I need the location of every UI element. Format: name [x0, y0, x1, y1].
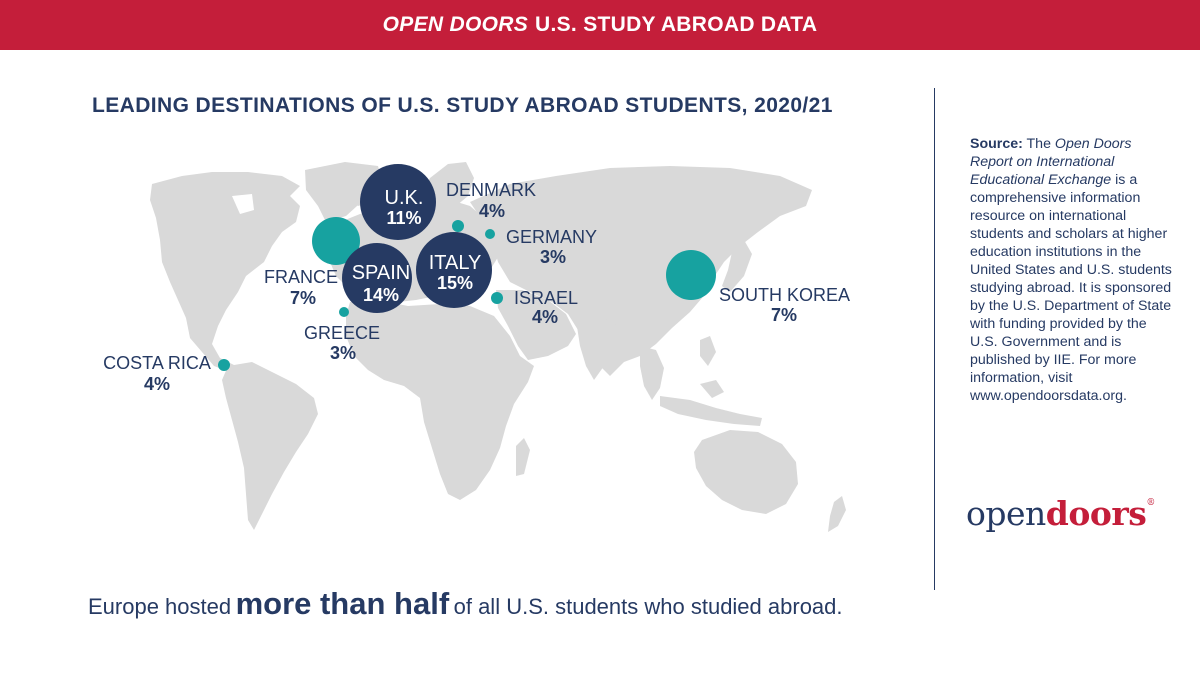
asia-shape [470, 166, 812, 376]
spain-country-label: SPAIN [352, 262, 411, 284]
chart-title: LEADING DESTINATIONS OF U.S. STUDY ABROA… [92, 94, 833, 117]
south-america-shape [222, 362, 318, 530]
source-body: is a comprehensive information resource … [970, 172, 1172, 404]
headline-emphasis: more than half [235, 586, 450, 621]
germany-country-label: GERMANY [506, 227, 597, 247]
headline-post: of all U.S. students who studied abroad. [453, 594, 843, 619]
dot-israel [491, 292, 503, 304]
north-america-shape [150, 172, 300, 372]
italy-country-label: ITALY [429, 252, 482, 274]
israel-country-label: ISRAEL [514, 288, 578, 308]
headline: Europe hosted more than half of all U.S.… [88, 586, 843, 622]
greenland-shape [305, 162, 382, 222]
bubble-south-korea [666, 250, 716, 300]
japan-shape [722, 240, 752, 292]
bubble-italy [416, 232, 492, 308]
dot-germany [485, 229, 495, 239]
logo-open: open [966, 494, 1046, 533]
banner-italic: OPEN DOORS [382, 13, 529, 36]
source-note: Source: The Open Doors Report on Interna… [970, 135, 1175, 405]
germany-value-label: 3% [540, 247, 566, 267]
opendoors-logo: opendoors® [966, 494, 1155, 533]
bubble-uk [360, 164, 436, 240]
south-korea-value-label: 7% [771, 305, 797, 325]
france-value-label: 7% [290, 288, 316, 308]
registered-mark: ® [1146, 498, 1155, 508]
south-korea-country-label: SOUTH KOREA [719, 285, 850, 305]
uk-value-label: 11% [386, 208, 421, 228]
dot-costa-rica [218, 359, 230, 371]
source-report-title: Open Doors Report on International Educa… [970, 136, 1132, 188]
australia-shape [694, 430, 798, 514]
france-country-label: FRANCE [264, 267, 338, 287]
uk-country-label: U.K. [385, 187, 424, 209]
africa-shape [346, 300, 534, 500]
costa-rica-value-label: 4% [144, 374, 170, 394]
israel-value-label: 4% [532, 307, 558, 327]
middle-east-shape [496, 290, 576, 360]
source-label: Source: [970, 136, 1023, 152]
greece-value-label: 3% [330, 343, 356, 363]
bubbles [218, 164, 716, 371]
banner-text: U.S. STUDY ABROAD DATA [535, 13, 818, 36]
india-shape [576, 316, 618, 380]
denmark-value-label: 4% [479, 201, 505, 221]
vertical-divider [934, 88, 935, 590]
dot-denmark [452, 220, 464, 232]
logo-doors: doors [1045, 494, 1147, 533]
top-banner: OPEN DOORS U.S. STUDY ABROAD DATA [0, 0, 1200, 50]
italy-value-label: 15% [437, 273, 473, 293]
costa-rica-country-label: COSTA RICA [103, 353, 211, 373]
dot-greece [339, 307, 349, 317]
source-pre: The [1026, 136, 1051, 152]
bubble-france [312, 217, 360, 265]
denmark-country-label: DENMARK [446, 180, 536, 200]
spain-value-label: 14% [363, 285, 399, 305]
greece-country-label: GREECE [304, 323, 380, 343]
bubble-spain [342, 243, 412, 313]
headline-pre: Europe hosted [88, 594, 232, 619]
